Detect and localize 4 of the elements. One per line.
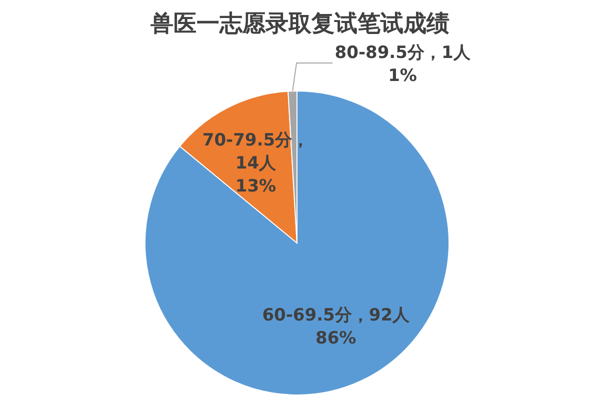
chart-title: 兽医一志愿录取复试笔试成绩 <box>150 10 450 39</box>
pie-slice <box>144 90 450 396</box>
slice-label: 60-69.5分，92人 86% <box>262 305 411 348</box>
slice-label: 80-89.5分，1人 1% <box>334 43 472 86</box>
